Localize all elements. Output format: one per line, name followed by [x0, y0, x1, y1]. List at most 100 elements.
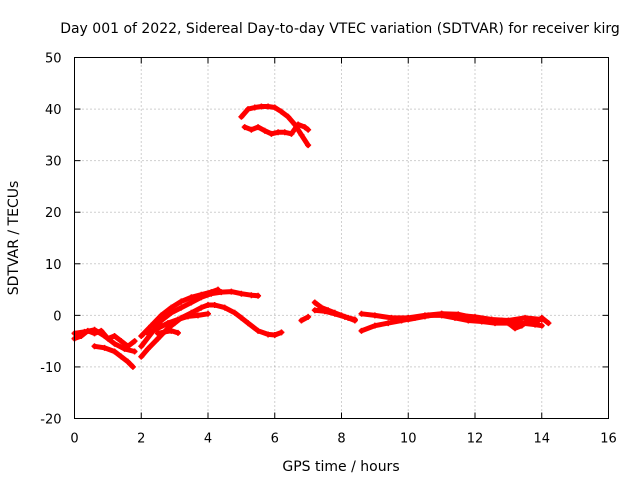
data-point [371, 322, 378, 329]
data-point [124, 358, 131, 365]
data-point [158, 312, 165, 319]
y-tick-label: 40 [45, 103, 62, 118]
series-arc-11 [298, 313, 312, 324]
x-tick-label: 10 [400, 432, 417, 447]
data-point [144, 330, 151, 337]
data-point [81, 328, 88, 335]
data-point [111, 332, 118, 339]
data-point [154, 335, 161, 342]
data-point [545, 320, 552, 327]
data-point [198, 291, 205, 298]
data-point [174, 329, 181, 336]
series-arc-13 [311, 307, 358, 323]
y-tick-label: 20 [45, 206, 62, 221]
data-point [245, 320, 252, 327]
data-point [275, 129, 282, 136]
data-point [215, 286, 222, 293]
data-point [321, 308, 328, 315]
data-point [129, 363, 136, 370]
data-point [488, 317, 495, 324]
data-point [311, 307, 318, 314]
data-point [168, 304, 175, 311]
data-point [111, 348, 118, 355]
x-tick-label: 8 [337, 432, 345, 447]
data-point [121, 345, 128, 352]
y-tick-label: 10 [45, 258, 62, 273]
data-point [91, 343, 98, 350]
data-point [421, 313, 428, 320]
data-point [265, 103, 272, 110]
data-point [311, 299, 318, 306]
data-point [245, 106, 252, 113]
data-point [532, 320, 539, 327]
data-point [271, 104, 278, 111]
data-point [331, 310, 338, 317]
data-point [525, 317, 532, 324]
y-tick-label: 30 [45, 155, 62, 170]
data-point [518, 322, 525, 329]
data-point [305, 313, 312, 320]
data-point [238, 290, 245, 297]
axis-ticks [74, 57, 609, 419]
data-point [164, 320, 171, 327]
data-point [358, 310, 365, 317]
data-point [498, 317, 505, 324]
data-point [305, 126, 312, 133]
data-point [205, 302, 211, 309]
data-point [268, 130, 275, 137]
data-point [231, 309, 238, 316]
series-arc-16 [405, 310, 495, 324]
data-point [178, 298, 185, 305]
data-point [248, 126, 255, 133]
data-point [131, 348, 138, 355]
data-point [228, 288, 235, 295]
data-point [221, 304, 228, 311]
data-point [118, 338, 125, 345]
series-arc-6 [138, 286, 222, 339]
data-point [211, 302, 218, 309]
data-point [538, 322, 545, 329]
x-tick-label: 0 [70, 432, 78, 447]
data-point [255, 124, 262, 131]
data-point [341, 313, 348, 320]
y-tick-label: -10 [40, 361, 61, 376]
data-point [174, 316, 181, 323]
data-point [505, 320, 512, 327]
series-arc-7 [144, 310, 211, 337]
chart-title: Day 001 of 2022, Sidereal Day-to-day VTE… [60, 21, 620, 37]
data-point [138, 332, 145, 339]
series-line-arc-8 [155, 328, 181, 336]
data-point [298, 317, 305, 324]
y-tick-label: 50 [45, 52, 62, 67]
data-point [184, 313, 191, 320]
data-point [101, 344, 108, 351]
data-point [154, 325, 161, 332]
data-point [238, 113, 245, 120]
series-arc-17 [498, 314, 552, 332]
x-tick-label: 12 [467, 432, 484, 447]
x-tick-label: 16 [600, 432, 617, 447]
grid-lines [74, 57, 609, 419]
data-point [295, 121, 302, 128]
data-point [278, 108, 285, 115]
y-tick-label: 0 [53, 309, 61, 324]
x-tick-label: 4 [204, 432, 212, 447]
data-point [111, 340, 118, 347]
data-point [154, 330, 161, 337]
y-axis-tick-labels: -20 -10 0 10 20 30 40 50 [40, 52, 61, 428]
series-layer [71, 103, 552, 370]
data-point [198, 304, 205, 311]
data-point [305, 142, 312, 149]
data-point [205, 310, 211, 317]
series-arc-8 [154, 327, 181, 337]
data-point [358, 327, 365, 334]
data-point [251, 104, 258, 111]
data-point [148, 322, 155, 329]
y-tick-label: -20 [40, 413, 61, 428]
data-point [261, 127, 268, 134]
x-axis-tick-labels: 0 2 4 6 8 10 12 14 16 [70, 432, 616, 447]
data-point [388, 314, 395, 321]
y-axis-label: SDTVAR / TECUs [6, 181, 22, 296]
data-point [241, 124, 248, 131]
